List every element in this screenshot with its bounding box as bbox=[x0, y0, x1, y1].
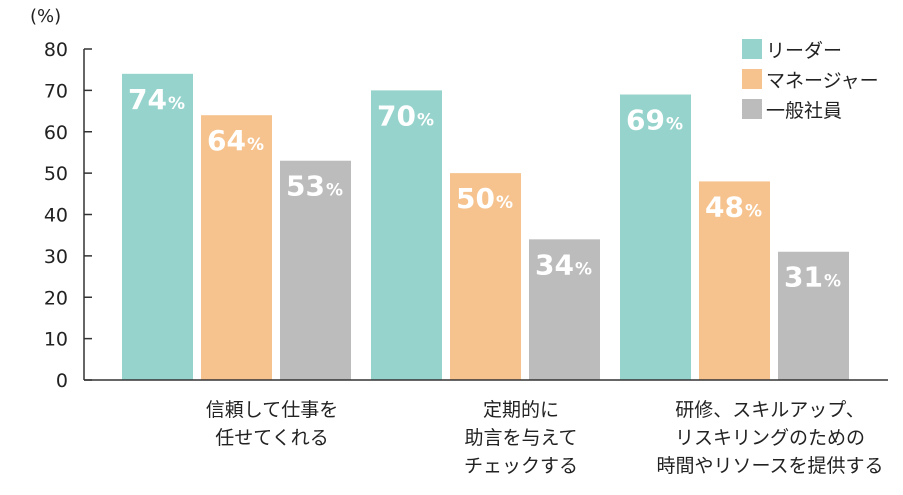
bar bbox=[201, 115, 272, 380]
x-category-label: 定期的に助言を与えてチェックする bbox=[464, 399, 578, 477]
bar-data-label: 34% bbox=[535, 248, 592, 281]
x-category-label: 研修、スキルアップ、リスキリングのための時間やリソースを提供する bbox=[656, 399, 883, 477]
y-tick-label: 30 bbox=[44, 246, 68, 268]
x-axis: 信頼して仕事を任せてくれる 定期的に助言を与えてチェックする研修、スキルアップ、リ… bbox=[84, 379, 888, 477]
y-tick-label: 40 bbox=[44, 205, 68, 227]
bar bbox=[699, 181, 770, 380]
bar-data-label: 48% bbox=[705, 190, 762, 223]
bar bbox=[529, 239, 600, 380]
bar-data-label: 70% bbox=[377, 99, 434, 132]
bars: 74% 64% 53% 70% 50% 34% 69% 48% 31% bbox=[122, 73, 849, 380]
bar-data-label: 53% bbox=[286, 170, 343, 203]
y-tick-label: 10 bbox=[44, 329, 68, 351]
bar bbox=[620, 94, 691, 380]
bar bbox=[371, 90, 442, 380]
legend-label: マネージャー bbox=[766, 70, 879, 92]
bar-data-label: 64% bbox=[207, 124, 264, 157]
bar-data-label: 50% bbox=[456, 182, 513, 215]
y-tick-label: 70 bbox=[44, 80, 68, 102]
bar bbox=[778, 251, 849, 380]
legend-swatch bbox=[742, 99, 762, 119]
bar-data-label: 69% bbox=[626, 104, 683, 137]
legend-label: リーダー bbox=[766, 40, 842, 62]
y-tick-label: 20 bbox=[44, 287, 68, 309]
bar-data-label: 74% bbox=[128, 83, 185, 116]
y-tick-label: 80 bbox=[44, 39, 68, 61]
x-category-label: 信頼して仕事を任せてくれる bbox=[206, 399, 338, 449]
bar bbox=[280, 160, 351, 380]
legend-label: 一般社員 bbox=[766, 100, 842, 122]
legend-swatch bbox=[742, 39, 762, 59]
y-tick-label: 60 bbox=[44, 122, 68, 144]
y-axis-unit-label: (%) bbox=[30, 6, 61, 27]
y-axis: (%) 0 10 20 30 40 50 60 70 80 bbox=[30, 6, 92, 392]
bar bbox=[450, 173, 521, 380]
y-tick-label: 50 bbox=[44, 163, 68, 185]
bar-data-label: 31% bbox=[784, 261, 841, 294]
y-tick-label: 0 bbox=[56, 370, 68, 392]
legend-swatch bbox=[742, 69, 762, 89]
bar bbox=[122, 73, 193, 380]
